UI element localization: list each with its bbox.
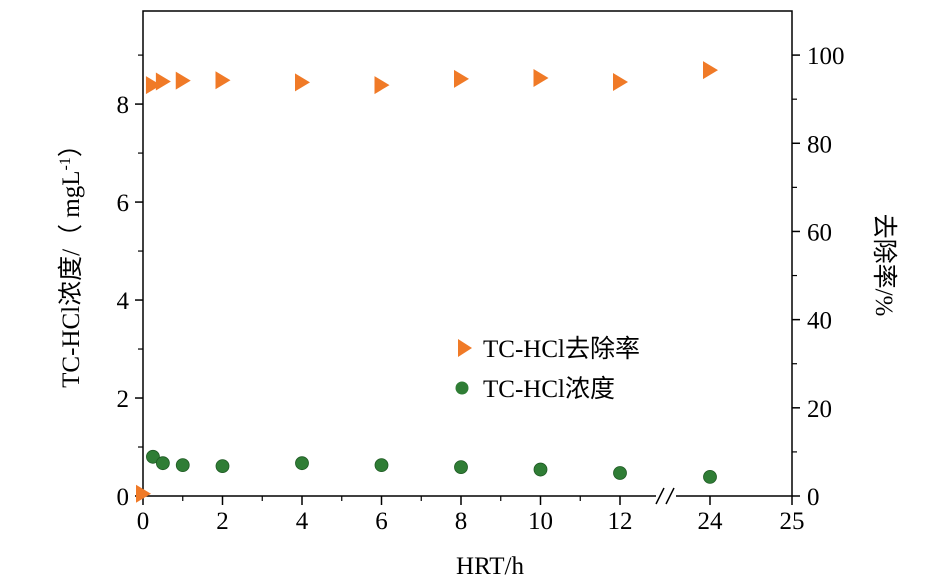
concentration-point bbox=[175, 458, 190, 473]
x-tick-label-10: 10 bbox=[528, 508, 553, 535]
legend-concentration-label: TC-HCl浓度 bbox=[483, 375, 615, 403]
series-concentration bbox=[146, 449, 717, 484]
concentration-point bbox=[155, 456, 170, 471]
legend-removal-label: TC-HCl去除率 bbox=[483, 335, 640, 363]
right-y-axis-ticks: 0 20 40 60 80 100 bbox=[792, 43, 845, 511]
axis-break-gap bbox=[656, 487, 676, 505]
removal-rate-point bbox=[374, 76, 390, 95]
x-tick-label-0: 0 bbox=[137, 508, 150, 535]
right-y-tick-label-0: 0 bbox=[807, 484, 820, 511]
x-tick-label-2: 2 bbox=[216, 508, 229, 535]
removal-rate-point bbox=[295, 73, 310, 92]
concentration-point bbox=[295, 456, 309, 471]
removal-rate-point bbox=[145, 76, 161, 95]
x-tick-label-4: 4 bbox=[296, 508, 309, 535]
x-tick-label-8: 8 bbox=[455, 508, 468, 535]
left-y-tick-label-0: 0 bbox=[117, 484, 130, 511]
removal-rate-point bbox=[703, 61, 718, 80]
removal-rate-point bbox=[454, 69, 469, 88]
plot-frame bbox=[142, 10, 793, 497]
concentration-point bbox=[533, 462, 548, 477]
concentration-point bbox=[146, 449, 160, 464]
removal-rate-point bbox=[215, 71, 231, 90]
axis-break-mark bbox=[655, 487, 676, 505]
removal-rate-point bbox=[155, 72, 171, 91]
concentration-point bbox=[613, 466, 627, 480]
right-y-axis-title: 去除率/% bbox=[870, 214, 898, 317]
axis-break-slash bbox=[655, 487, 665, 505]
right-y-tick-label-40: 40 bbox=[807, 308, 832, 335]
concentration-point bbox=[454, 460, 468, 474]
right-y-tick-label-100: 100 bbox=[807, 43, 845, 70]
legend-removal-marker bbox=[458, 339, 472, 357]
x-tick-label-6: 6 bbox=[375, 508, 388, 535]
concentration-point bbox=[215, 459, 230, 474]
plot-border bbox=[142, 10, 793, 497]
left-y-axis-title: TC-HCl浓度/（ mgL-1） bbox=[57, 132, 85, 388]
series-removal-rate bbox=[136, 61, 718, 503]
x-tick-label-24: 24 bbox=[698, 508, 724, 535]
removal-rate-point bbox=[175, 71, 191, 90]
concentration-point bbox=[703, 469, 717, 484]
removal-rate-point bbox=[136, 484, 151, 503]
right-y-tick-label-60: 60 bbox=[807, 219, 832, 246]
removal-rate-point bbox=[613, 72, 628, 91]
legend: TC-HCl去除率 TC-HCl浓度 bbox=[455, 335, 640, 403]
x-tick-label-25: 25 bbox=[780, 508, 805, 535]
left-y-tick-label-8: 8 bbox=[117, 92, 130, 119]
x-axis-ticks: 0 2 4 6 8 10 12 24 25 bbox=[137, 496, 805, 535]
removal-rate-point bbox=[533, 69, 549, 88]
concentration-point bbox=[374, 458, 389, 473]
left-y-tick-label-4: 4 bbox=[117, 288, 130, 315]
right-y-tick-label-80: 80 bbox=[807, 131, 832, 158]
x-axis-title: HRT/h bbox=[456, 553, 524, 580]
right-y-tick-label-20: 20 bbox=[807, 396, 832, 423]
left-y-tick-label-6: 6 bbox=[117, 190, 130, 217]
axis-break-slash bbox=[665, 487, 675, 505]
x-tick-label-12: 12 bbox=[608, 508, 633, 535]
left-y-axis-ticks: 0 2 4 6 8 bbox=[117, 54, 143, 511]
left-y-tick-label-2: 2 bbox=[117, 386, 130, 413]
legend-concentration-marker bbox=[455, 381, 469, 395]
